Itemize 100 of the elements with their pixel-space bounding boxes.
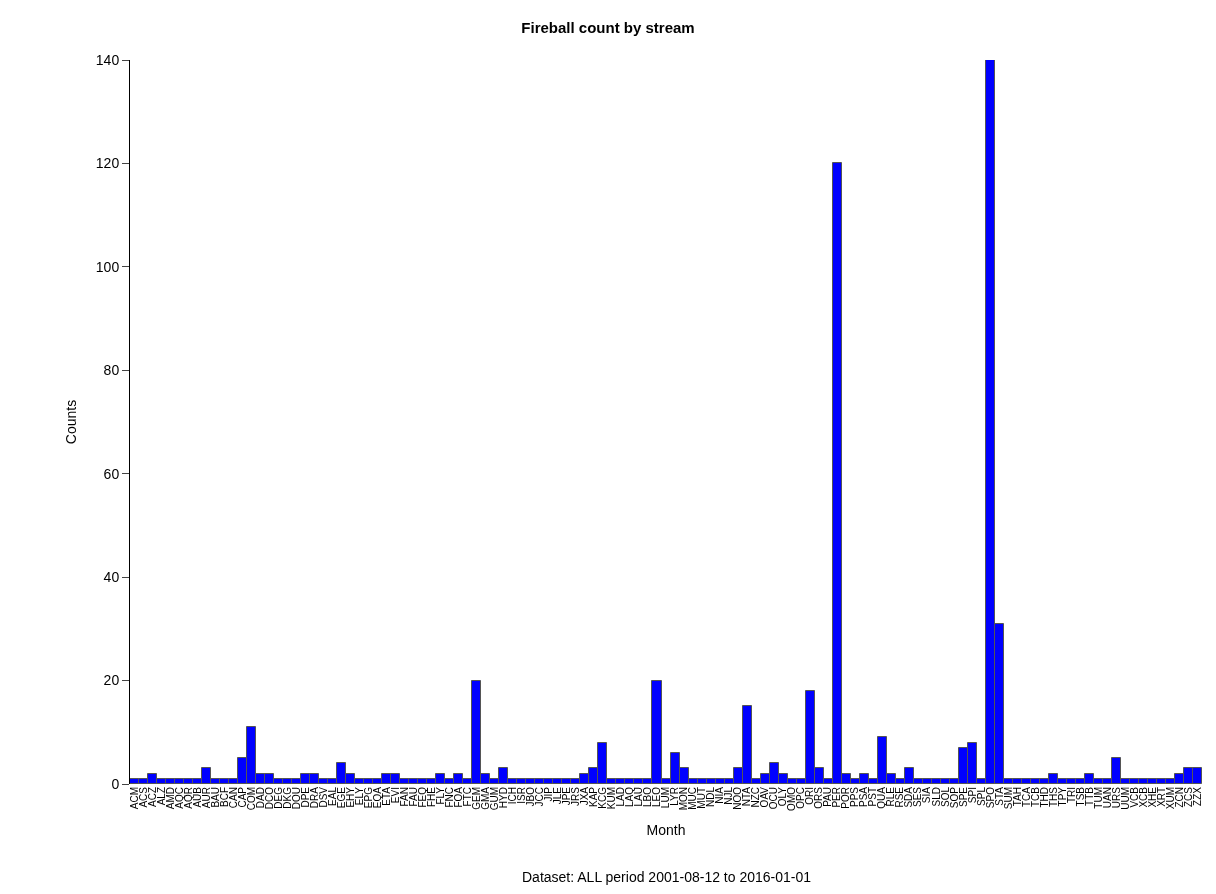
y-tick-label: 100 <box>95 258 120 275</box>
x-tick-label: DSV <box>317 786 329 808</box>
x-tick-label: FLY <box>435 786 447 805</box>
x-tick-label: TAH <box>1011 787 1023 807</box>
x-tick-label: LEO <box>651 786 663 808</box>
x-tick-label: BAU <box>209 787 221 808</box>
x-tick-label: ICH <box>507 787 519 805</box>
text: Dataset: ALL period 2001-08-12 to 2016-01-01 <box>522 869 812 885</box>
x-tick-label: QUA <box>876 786 888 809</box>
x-tick-label: PER <box>831 787 843 808</box>
x-tick-label: FAN <box>399 787 411 807</box>
x-tick-label: DKG <box>281 786 293 809</box>
x-tick-label: ACS <box>137 786 149 808</box>
y-tick-label: 120 <box>95 155 120 172</box>
x-tick-label: CAP <box>236 786 248 808</box>
x-tick-label: JRS <box>570 786 582 806</box>
x-tick-label: KAP <box>588 786 600 808</box>
y-tick-label: 60 <box>103 465 120 482</box>
x-tick-label: ORI <box>804 787 816 805</box>
x-tick-label: ZCN <box>1173 787 1185 808</box>
x-tick-label: JXA <box>579 786 591 806</box>
x-tick-label: ELY <box>353 786 365 806</box>
x-tick-label: EGE <box>335 786 347 809</box>
x-tick-label: UUM <box>1119 787 1131 810</box>
x-tick-label: SPL <box>975 786 987 806</box>
x-tick-label: NTA <box>741 786 753 807</box>
x-tick-label: FNC <box>444 787 456 808</box>
x-tick-label: XHE <box>1146 786 1158 808</box>
x-tick-label: DAD <box>254 787 266 809</box>
x-tick-label: UAN <box>1101 787 1113 809</box>
x-tick-label: DPE <box>299 786 311 808</box>
x-tick-label: PST <box>867 787 879 807</box>
x-tick-label: TRI <box>1065 787 1077 804</box>
x-tick-label: DEG <box>272 786 284 809</box>
x-tick-label: XRT <box>1155 787 1167 807</box>
x-tick-label: CAN <box>227 787 239 809</box>
x-axis-title: Month <box>646 822 686 839</box>
x-tick-label: JLE <box>552 786 564 805</box>
x-tick-label: EHY <box>344 786 356 808</box>
x-tick-label: LYR <box>669 787 681 806</box>
x-tick-label: DOU <box>290 787 302 810</box>
x-tick-label: MON <box>678 787 690 811</box>
x-tick-label: JIP <box>543 786 555 802</box>
x-tick-label: OPC <box>795 787 807 809</box>
x-tick-label: EQA <box>371 786 383 809</box>
x-tick-label: SPI <box>966 787 978 804</box>
x-tick-label: TCB <box>1029 786 1041 807</box>
x-tick-label: TTB <box>1083 786 1095 806</box>
x-tick-label: EAL <box>326 786 338 806</box>
x-tick-label: TUM <box>1092 787 1104 809</box>
x-tick-label: SOP <box>948 786 960 809</box>
y-tick-label: 0 <box>111 775 120 792</box>
x-tick-label: COM <box>245 787 257 811</box>
x-tick-label: SUM <box>1002 787 1014 810</box>
x-tick-label: JPE <box>561 786 573 806</box>
x-tick-label: TPY <box>1056 786 1068 807</box>
x-tick-label: BCF <box>218 787 230 807</box>
x-tick-label: GUM <box>489 787 501 811</box>
x-tick-label: XUM <box>1164 787 1176 810</box>
x-tick-label: VCB <box>1128 786 1140 808</box>
x-tick-label: PAU <box>822 787 834 807</box>
x-tick-label: OAV <box>759 786 771 808</box>
x-tick-label: KUM <box>606 787 618 810</box>
x-tick-label: PPS <box>849 786 861 808</box>
x-tick-label: THS <box>1047 786 1059 807</box>
x-tick-label: THD <box>1038 787 1050 808</box>
x-tick-label: NIA <box>714 786 726 804</box>
x-tick-label: FEQ <box>417 786 429 808</box>
x-tick-label: OLY <box>777 786 789 807</box>
x-tick-label: SOL <box>939 786 951 808</box>
x-tick-label: POR <box>840 787 852 809</box>
x-tick-label: AQC <box>173 787 185 809</box>
x-tick-label: DRA <box>308 786 320 809</box>
y-tick-label: 140 <box>95 51 120 68</box>
x-tick-label: DCO <box>263 786 275 810</box>
x-tick-label: SLD <box>930 787 942 807</box>
x-tick-label: LAQ <box>624 786 636 808</box>
x-tick-label: GEM <box>471 787 483 810</box>
x-tick-label: AUR <box>200 787 212 809</box>
x-tick-label: ZCS <box>1182 786 1194 807</box>
y-tick-label: 20 <box>103 672 120 689</box>
x-tick-label: NDL <box>705 786 717 808</box>
x-tick-label: LBO <box>642 786 654 808</box>
y-axis-title: Counts <box>63 399 80 445</box>
x-tick-label: NOO <box>732 786 744 810</box>
x-tick-label: ZZX <box>1191 786 1203 806</box>
x-tick-label: NZC <box>750 787 762 808</box>
x-tick-label: STA <box>993 786 1005 806</box>
x-tick-label: XCB <box>1137 786 1149 808</box>
x-tick-label: ISR <box>516 787 528 804</box>
x-tick-label: SPO <box>984 786 996 809</box>
x-tick-label: MUC <box>687 787 699 810</box>
x-tick-label: ALZ <box>155 787 167 806</box>
x-tick-label: SES <box>912 786 924 808</box>
x-tick-label: PSA <box>858 786 870 808</box>
x-tick-label: FAU <box>408 787 420 807</box>
x-tick-label: GMA <box>480 786 492 810</box>
chart-title: Fireball count by stream <box>521 18 695 36</box>
x-tick-label: SPE <box>957 786 969 808</box>
x-tick-label: LAD <box>615 787 627 807</box>
